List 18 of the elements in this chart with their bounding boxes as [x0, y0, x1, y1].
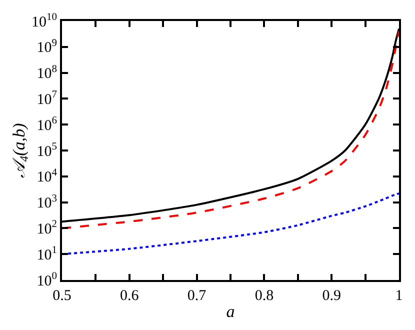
y-tick-label: 10$^{2}$: [36, 219, 57, 238]
x-tick-label: 0.6: [120, 288, 140, 304]
y-tick-label: 10$^{6}$: [36, 116, 57, 134]
y-tick-label: 10$^{8}$: [36, 64, 57, 82]
y-tick-label: 10$^{0}$: [36, 270, 57, 290]
x-tick-label: 0.5: [52, 288, 72, 304]
x-tick-label: 0.8: [254, 288, 274, 304]
y-tick-label: 10$^{3}$: [36, 193, 57, 212]
y-tick-label: 10$^{5}$: [36, 141, 57, 160]
y-tick-label: 10$^{10}$: [32, 12, 57, 30]
x-axis-title: a: [226, 302, 235, 321]
y-tick-label: 10$^{9}$: [36, 38, 57, 56]
x-tick-label: 0.9: [322, 288, 341, 304]
y-tick-label: 10$^{7}$: [36, 90, 57, 108]
x-tick-label: 1: [395, 288, 403, 304]
y-tick-label: 10$^{4}$: [36, 167, 58, 186]
x-tick-label: 0.7: [187, 288, 207, 304]
y-tick-label: 10$^{1}$: [36, 245, 57, 264]
